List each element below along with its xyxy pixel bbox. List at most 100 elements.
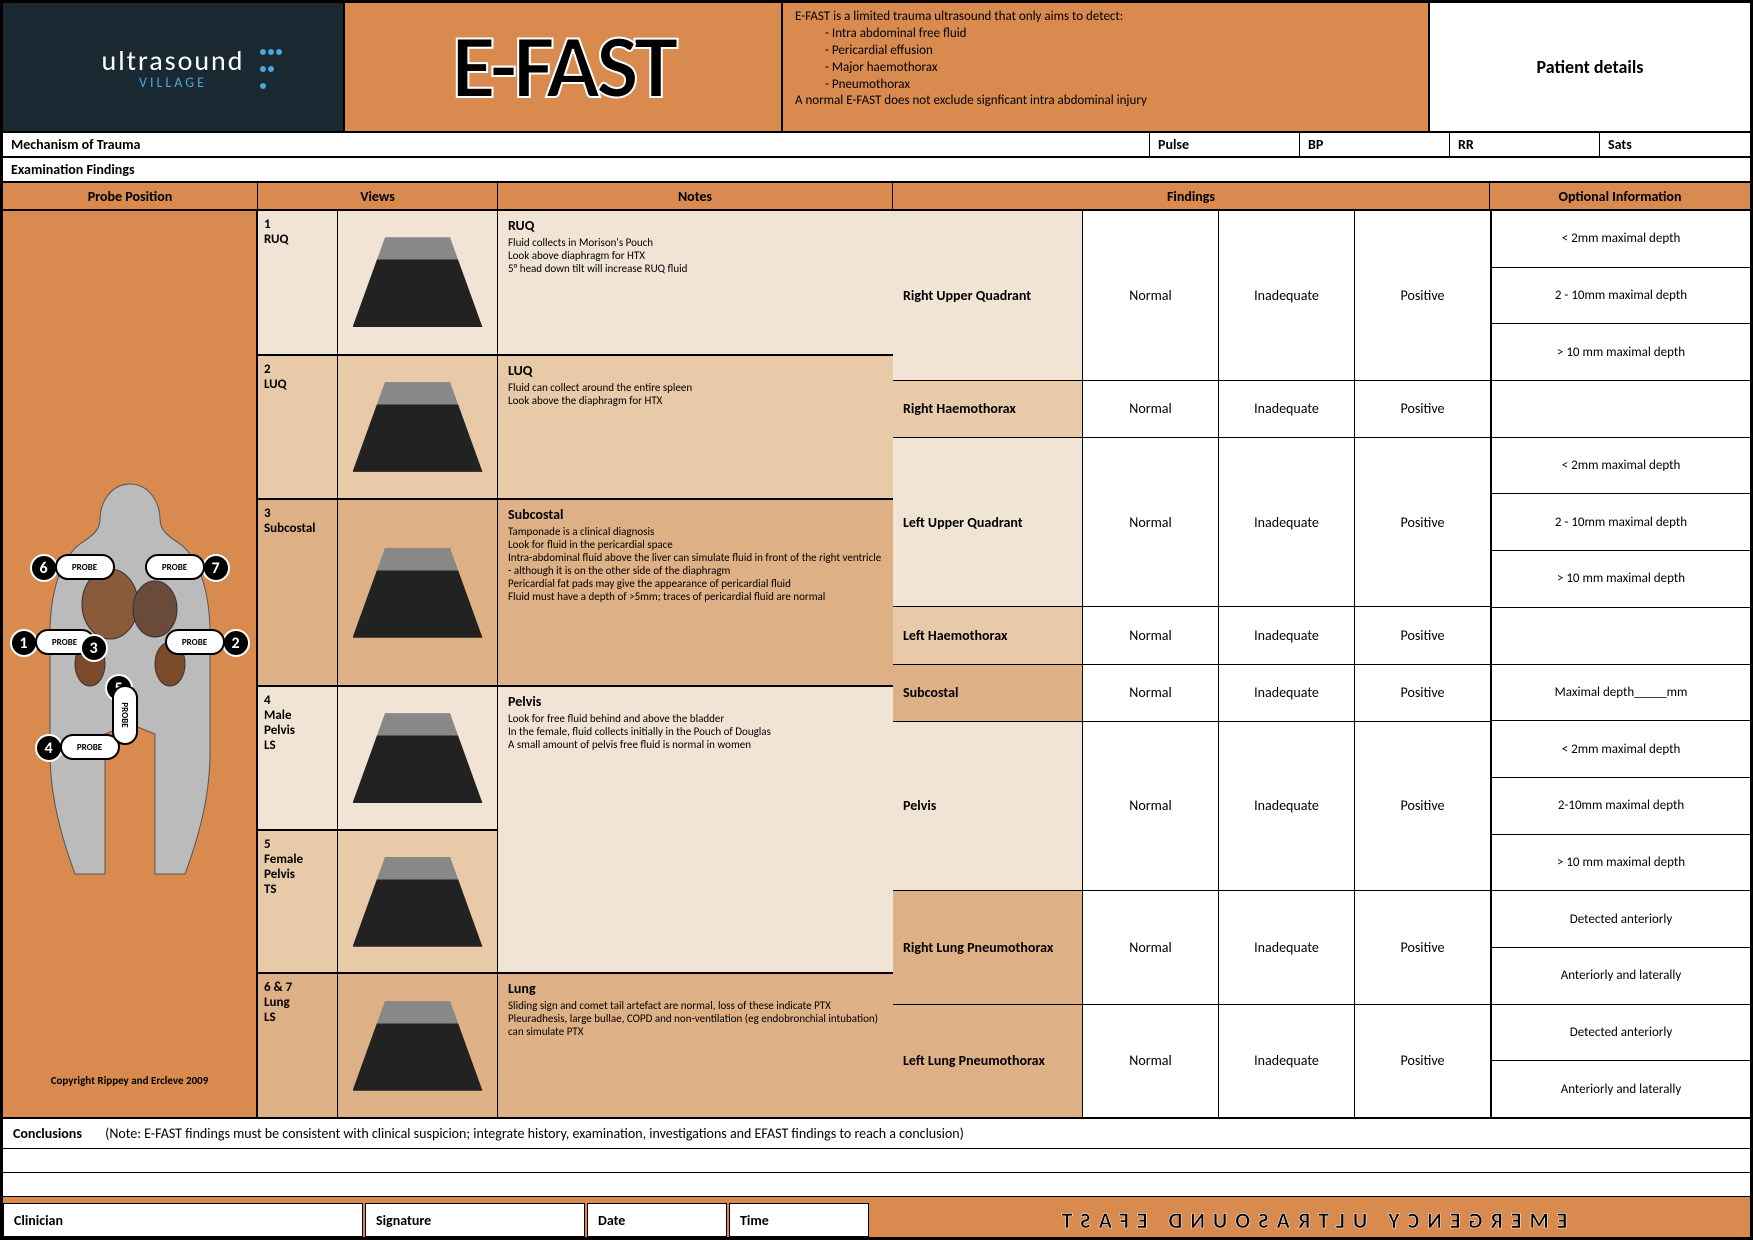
probe-badge-6: PROBE: [55, 554, 115, 580]
optional-cell[interactable]: 2-10mm maximal depth: [1492, 778, 1750, 835]
signature-row: Clinician Signature Date Time EMERGENCY …: [3, 1197, 1750, 1237]
finding-row: Left Upper QuadrantNormalInadequatePosit…: [893, 438, 1490, 608]
finding-option[interactable]: Inadequate: [1219, 722, 1355, 891]
view-row-pelvis: 4MalePelvisLS5FemalePelvisTSPelvisLook f…: [258, 687, 893, 974]
view-label: 2LUQ: [258, 356, 338, 499]
finding-option[interactable]: Positive: [1355, 891, 1490, 1003]
rr-field[interactable]: RR: [1450, 133, 1600, 156]
efast-worksheet: ultrasound VILLAGE E-FAST E-FAST is a li…: [0, 0, 1753, 1240]
ultrasound-icon: [353, 713, 483, 803]
desc-item: Intra abdominal free fluid: [825, 26, 1416, 43]
optional-cell[interactable]: < 2mm maximal depth: [1492, 211, 1750, 268]
signature-field[interactable]: Signature: [365, 1203, 585, 1237]
optional-cell[interactable]: > 10 mm maximal depth: [1492, 551, 1750, 608]
finding-option[interactable]: Inadequate: [1219, 381, 1355, 437]
view-notes: LungSliding sign and comet tail artefact…: [498, 974, 893, 1117]
view-label: 4MalePelvisLS: [258, 687, 338, 829]
time-field[interactable]: Time: [729, 1203, 869, 1237]
conclusions-row[interactable]: Conclusions (Note: E-FAST findings must …: [3, 1119, 1750, 1149]
optional-col: < 2mm maximal depth2 - 10mm maximal dept…: [1490, 211, 1750, 1117]
finding-label: Pelvis: [893, 722, 1083, 891]
view-image: [338, 211, 498, 354]
optional-cell[interactable]: > 10 mm maximal depth: [1492, 835, 1750, 892]
optional-cell[interactable]: Detected anteriorly: [1492, 1005, 1750, 1062]
exam-findings-label: Examination Findings: [3, 158, 1750, 181]
finding-option[interactable]: Positive: [1355, 438, 1490, 607]
finding-label: Right Lung Pneumothorax: [893, 891, 1083, 1003]
footer: Conclusions (Note: E-FAST findings must …: [3, 1117, 1750, 1237]
finding-option[interactable]: Inadequate: [1219, 438, 1355, 607]
bp-field[interactable]: BP: [1300, 133, 1450, 156]
ch-optional: Optional Information: [1490, 183, 1750, 209]
finding-row: Right HaemothoraxNormalInadequatePositiv…: [893, 381, 1490, 438]
ultrasound-icon: [353, 237, 483, 327]
probe-num-2: 2: [222, 629, 250, 657]
finding-option[interactable]: Inadequate: [1219, 211, 1355, 380]
sats-field[interactable]: Sats: [1600, 133, 1750, 156]
view-row: 6 & 7LungLSLungSliding sign and comet ta…: [258, 974, 893, 1117]
conclusions-line2[interactable]: [3, 1173, 1750, 1197]
finding-option[interactable]: Positive: [1355, 1005, 1490, 1117]
finding-option[interactable]: Normal: [1083, 665, 1219, 721]
ch-notes: Notes: [498, 183, 893, 209]
finding-option[interactable]: Normal: [1083, 438, 1219, 607]
finding-option[interactable]: Positive: [1355, 381, 1490, 437]
finding-option[interactable]: Normal: [1083, 722, 1219, 891]
optional-cell[interactable]: [1492, 381, 1750, 438]
patient-details[interactable]: Patient details: [1430, 3, 1750, 131]
view-row: 3SubcostalSubcostalTamponade is a clinic…: [258, 500, 893, 687]
probe-badge-2: PROBE: [165, 629, 225, 655]
finding-option[interactable]: Positive: [1355, 665, 1490, 721]
optional-cell[interactable]: Anteriorly and laterally: [1492, 948, 1750, 1005]
finding-option[interactable]: Positive: [1355, 722, 1490, 891]
probe-badge-7: PROBE: [145, 554, 205, 580]
optional-cell[interactable]: Maximal depth_____mm: [1492, 665, 1750, 722]
view-row: 2LUQ LUQFluid can collect around the enti…: [258, 356, 893, 501]
view-notes: LUQFluid can collect around the entire s…: [498, 356, 893, 499]
ultrasound-icon: [353, 382, 483, 472]
probe-num-1: 1: [10, 629, 38, 657]
mechanism-field[interactable]: Mechanism of Trauma: [3, 133, 1150, 156]
pulse-field[interactable]: Pulse: [1150, 133, 1300, 156]
optional-cell[interactable]: 2 - 10mm maximal depth: [1492, 494, 1750, 551]
finding-row: Right Upper QuadrantNormalInadequatePosi…: [893, 211, 1490, 381]
date-field[interactable]: Date: [587, 1203, 727, 1237]
finding-option[interactable]: Inadequate: [1219, 665, 1355, 721]
view-image: [338, 500, 498, 685]
finding-option[interactable]: Inadequate: [1219, 891, 1355, 1003]
finding-row: SubcostalNormalInadequatePositive: [893, 665, 1490, 722]
finding-label: Left Haemothorax: [893, 607, 1083, 663]
main-grid: 1 PROBE 2 PROBE 3 4 PROBE 5 PROBE 6 PROB…: [3, 211, 1750, 1117]
vitals-row: Mechanism of Trauma Pulse BP RR Sats: [3, 133, 1750, 158]
optional-cell[interactable]: [1492, 608, 1750, 665]
finding-option[interactable]: Normal: [1083, 607, 1219, 663]
finding-option[interactable]: Normal: [1083, 381, 1219, 437]
finding-option[interactable]: Inadequate: [1219, 1005, 1355, 1117]
ultrasound-icon: [353, 857, 483, 947]
finding-option[interactable]: Positive: [1355, 211, 1490, 380]
view-label: 1RUQ: [258, 211, 338, 354]
optional-cell[interactable]: < 2mm maximal depth: [1492, 721, 1750, 778]
optional-cell[interactable]: 2 - 10mm maximal depth: [1492, 268, 1750, 325]
finding-option[interactable]: Positive: [1355, 607, 1490, 663]
torso-diagram: 1 PROBE 2 PROBE 3 4 PROBE 5 PROBE 6 PROB…: [20, 474, 240, 894]
optional-cell[interactable]: < 2mm maximal depth: [1492, 438, 1750, 495]
view-notes: PelvisLook for free fluid behind and abo…: [498, 687, 893, 972]
probe-badge-5: PROBE: [112, 685, 138, 745]
conclusions-label: Conclusions: [13, 1125, 82, 1142]
clinician-field[interactable]: Clinician: [3, 1203, 363, 1237]
exam-findings-row[interactable]: Examination Findings: [3, 158, 1750, 183]
views-col: 1RUQRUQFluid collects in Morison's Pouch…: [258, 211, 893, 1117]
finding-label: Right Upper Quadrant: [893, 211, 1083, 380]
findings-col: Right Upper QuadrantNormalInadequatePosi…: [893, 211, 1490, 1117]
finding-row: Right Lung PneumothoraxNormalInadequateP…: [893, 891, 1490, 1004]
finding-option[interactable]: Normal: [1083, 1005, 1219, 1117]
finding-option[interactable]: Normal: [1083, 211, 1219, 380]
finding-option[interactable]: Normal: [1083, 891, 1219, 1003]
conclusions-line1[interactable]: [3, 1149, 1750, 1173]
finding-label: Right Haemothorax: [893, 381, 1083, 437]
optional-cell[interactable]: > 10 mm maximal depth: [1492, 324, 1750, 381]
finding-option[interactable]: Inadequate: [1219, 607, 1355, 663]
optional-cell[interactable]: Anteriorly and laterally: [1492, 1061, 1750, 1117]
optional-cell[interactable]: Detected anteriorly: [1492, 891, 1750, 948]
